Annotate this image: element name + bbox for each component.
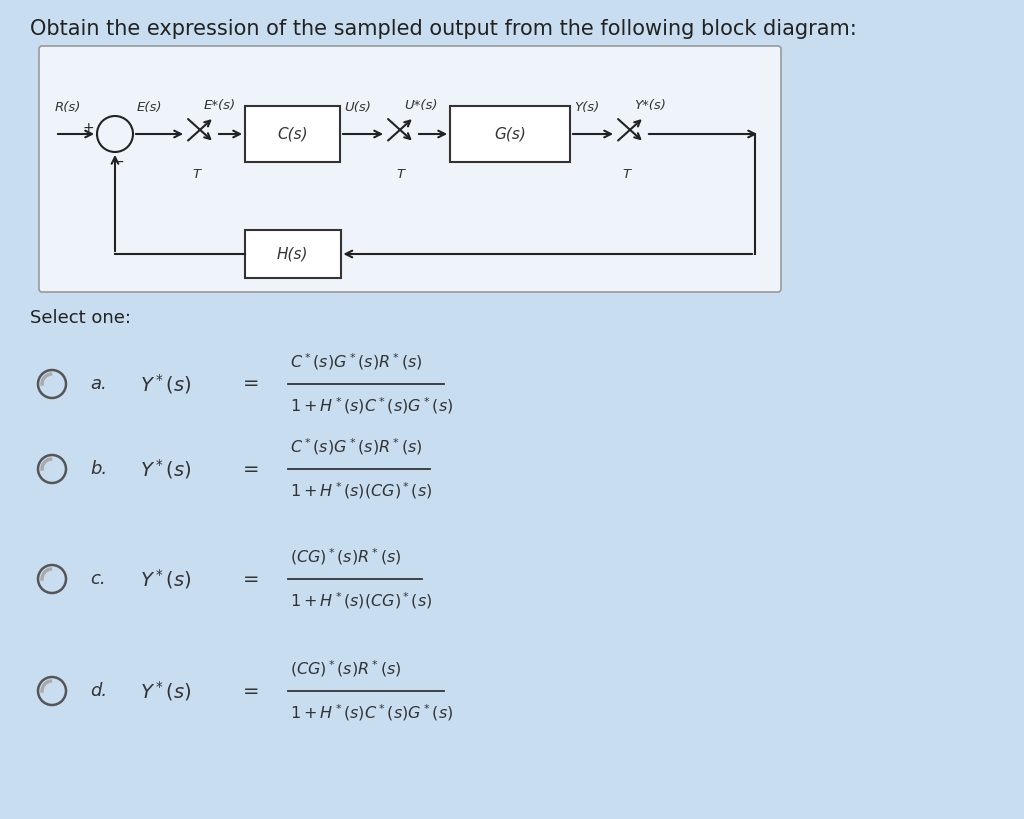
Text: $C^*(s)G^*(s)R^*(s)$: $C^*(s)G^*(s)R^*(s)$ bbox=[290, 351, 423, 373]
Text: $1+H^*(s)(CG)^*(s)$: $1+H^*(s)(CG)^*(s)$ bbox=[290, 590, 432, 611]
Text: T: T bbox=[396, 168, 404, 181]
Text: −: − bbox=[113, 155, 124, 169]
Text: $Y^*(s)$: $Y^*(s)$ bbox=[140, 457, 191, 481]
Text: Obtain the expression of the sampled output from the following block diagram:: Obtain the expression of the sampled out… bbox=[30, 19, 857, 39]
Text: E(s): E(s) bbox=[137, 101, 163, 114]
Text: a.: a. bbox=[90, 375, 106, 393]
Text: c.: c. bbox=[90, 570, 105, 588]
Text: $1+H^*(s)(CG)^*(s)$: $1+H^*(s)(CG)^*(s)$ bbox=[290, 481, 432, 501]
Text: +: + bbox=[82, 121, 94, 135]
Text: T: T bbox=[191, 168, 200, 181]
Text: $1+H^*(s)C^*(s)G^*(s)$: $1+H^*(s)C^*(s)G^*(s)$ bbox=[290, 703, 454, 723]
Text: $(CG)^*(s)R^*(s)$: $(CG)^*(s)R^*(s)$ bbox=[290, 546, 401, 568]
Text: $1+H^*(s)C^*(s)G^*(s)$: $1+H^*(s)C^*(s)G^*(s)$ bbox=[290, 396, 454, 416]
Text: $Y^*(s)$: $Y^*(s)$ bbox=[140, 679, 191, 703]
Text: =: = bbox=[243, 459, 259, 478]
Text: Select one:: Select one: bbox=[30, 309, 131, 327]
Text: Y(s): Y(s) bbox=[574, 101, 599, 114]
Text: $(CG)^*(s)R^*(s)$: $(CG)^*(s)R^*(s)$ bbox=[290, 658, 401, 679]
Text: Y*(s): Y*(s) bbox=[634, 99, 666, 112]
Bar bbox=[245, 106, 340, 162]
Text: E*(s): E*(s) bbox=[204, 99, 237, 112]
Text: =: = bbox=[243, 569, 259, 589]
Text: b.: b. bbox=[90, 460, 108, 478]
Text: =: = bbox=[243, 374, 259, 393]
Bar bbox=[450, 106, 570, 162]
Text: U*(s): U*(s) bbox=[404, 99, 437, 112]
Text: $Y^*(s)$: $Y^*(s)$ bbox=[140, 567, 191, 591]
Text: $C^*(s)G^*(s)R^*(s)$: $C^*(s)G^*(s)R^*(s)$ bbox=[290, 437, 423, 457]
Text: $Y^*(s)$: $Y^*(s)$ bbox=[140, 372, 191, 396]
Text: R(s): R(s) bbox=[55, 101, 81, 114]
Text: U(s): U(s) bbox=[344, 101, 371, 114]
Text: H(s): H(s) bbox=[276, 247, 308, 261]
Text: C(s): C(s) bbox=[278, 126, 308, 142]
FancyBboxPatch shape bbox=[39, 46, 781, 292]
Bar bbox=[245, 230, 341, 278]
Text: T: T bbox=[622, 168, 630, 181]
Text: G(s): G(s) bbox=[494, 126, 526, 142]
Text: d.: d. bbox=[90, 682, 108, 700]
Text: =: = bbox=[243, 681, 259, 700]
